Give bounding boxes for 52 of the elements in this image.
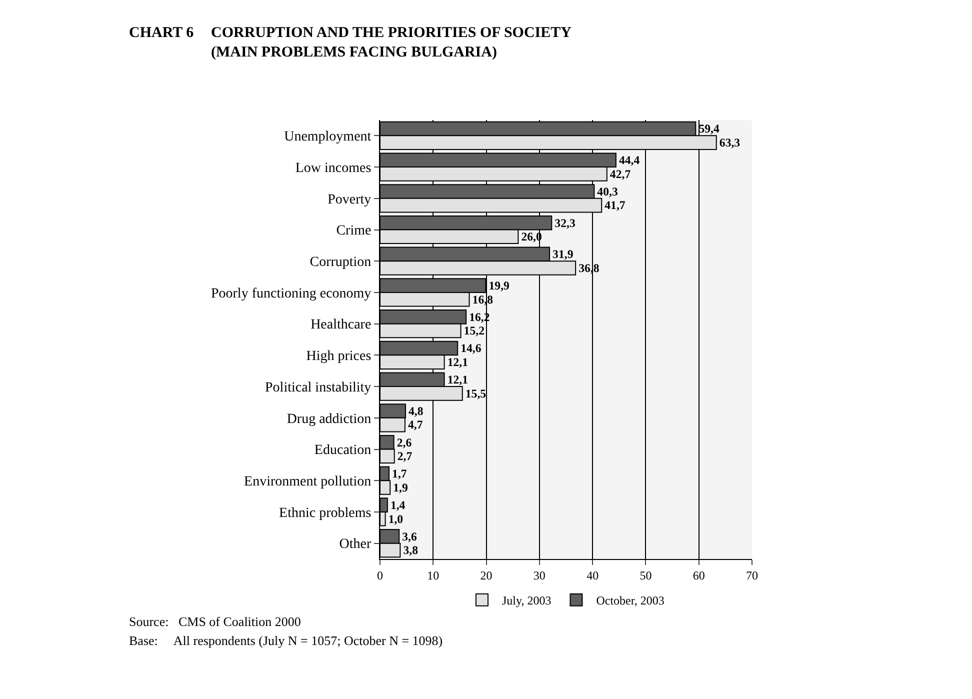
y-tick-label: Poverty [328, 192, 372, 208]
y-tick-label: Environment pollution [244, 474, 372, 490]
data-label: 44,4 [618, 153, 640, 168]
y-tick-label: High prices [306, 349, 372, 364]
y-tick-label: Education [314, 443, 372, 458]
data-label: 1,0 [388, 512, 404, 526]
x-tick-label: 20 [480, 568, 492, 582]
legend-label: October, 2003 [596, 594, 664, 608]
data-label: 1,9 [393, 480, 408, 494]
data-label: 3,8 [403, 543, 418, 558]
text: Base: All respondents (July N = 1057; October N = 1098) [129, 633, 443, 648]
x-tick-label: 60 [692, 568, 705, 582]
data-label: 41,7 [604, 198, 626, 212]
data-label: 19,9 [488, 278, 510, 293]
data-label: 15,2 [464, 324, 485, 338]
data-label: 32,3 [554, 216, 576, 230]
y-tick-label: Low incomes [295, 160, 372, 176]
y-tick-label: Ethnic problems [279, 506, 372, 521]
y-tick-label: Political instability [265, 380, 372, 396]
legend-label: July, 2003 [502, 594, 552, 608]
y-tick-label: Unemployment [284, 130, 372, 145]
data-label: 12,1 [447, 355, 468, 370]
data-label: 42,7 [610, 166, 631, 181]
y-tick-label: Poorly functioning economy [210, 286, 372, 302]
data-label: 59,4 [698, 122, 720, 136]
x-tick-label: 30 [533, 568, 546, 582]
data-label: 1,4 [390, 498, 406, 512]
data-label: 2,6 [396, 435, 412, 450]
data-label: 12,1 [447, 372, 468, 387]
data-label: 1,7 [392, 466, 407, 481]
x-tick-label: 10 [427, 568, 440, 582]
data-label: 3,6 [402, 529, 417, 544]
data-label: 4,8 [408, 404, 424, 418]
data-label: 2,7 [397, 449, 412, 464]
data-label: 40,3 [597, 184, 618, 198]
data-label: 31,9 [552, 247, 574, 262]
y-tick-label: Corruption [310, 255, 372, 270]
y-tick-label: Other [339, 537, 372, 552]
source-note: Source: CMS of Coalition 2000 [129, 614, 301, 629]
data-label: 14,6 [460, 341, 482, 356]
x-tick-label: 0 [377, 568, 383, 582]
x-tick-label: 70 [746, 568, 758, 582]
x-tick-label: 50 [640, 568, 652, 582]
data-label: 15,5 [465, 386, 486, 400]
chart-subtitle: CORRUPTION AND THE PRIORITIES OF SOCIETY (MAIN PROBLEMS FACING BULGARIA) [211, 25, 572, 60]
x-tick-label: 40 [586, 568, 599, 582]
y-tick-label: Drug addiction [286, 412, 372, 427]
y-tick-label: Crime [336, 224, 372, 239]
data-label: 4,7 [408, 418, 423, 432]
data-label: 63,3 [719, 136, 740, 150]
text: CHART 6 [129, 25, 194, 41]
y-tick-label: Healthcare [310, 318, 372, 333]
